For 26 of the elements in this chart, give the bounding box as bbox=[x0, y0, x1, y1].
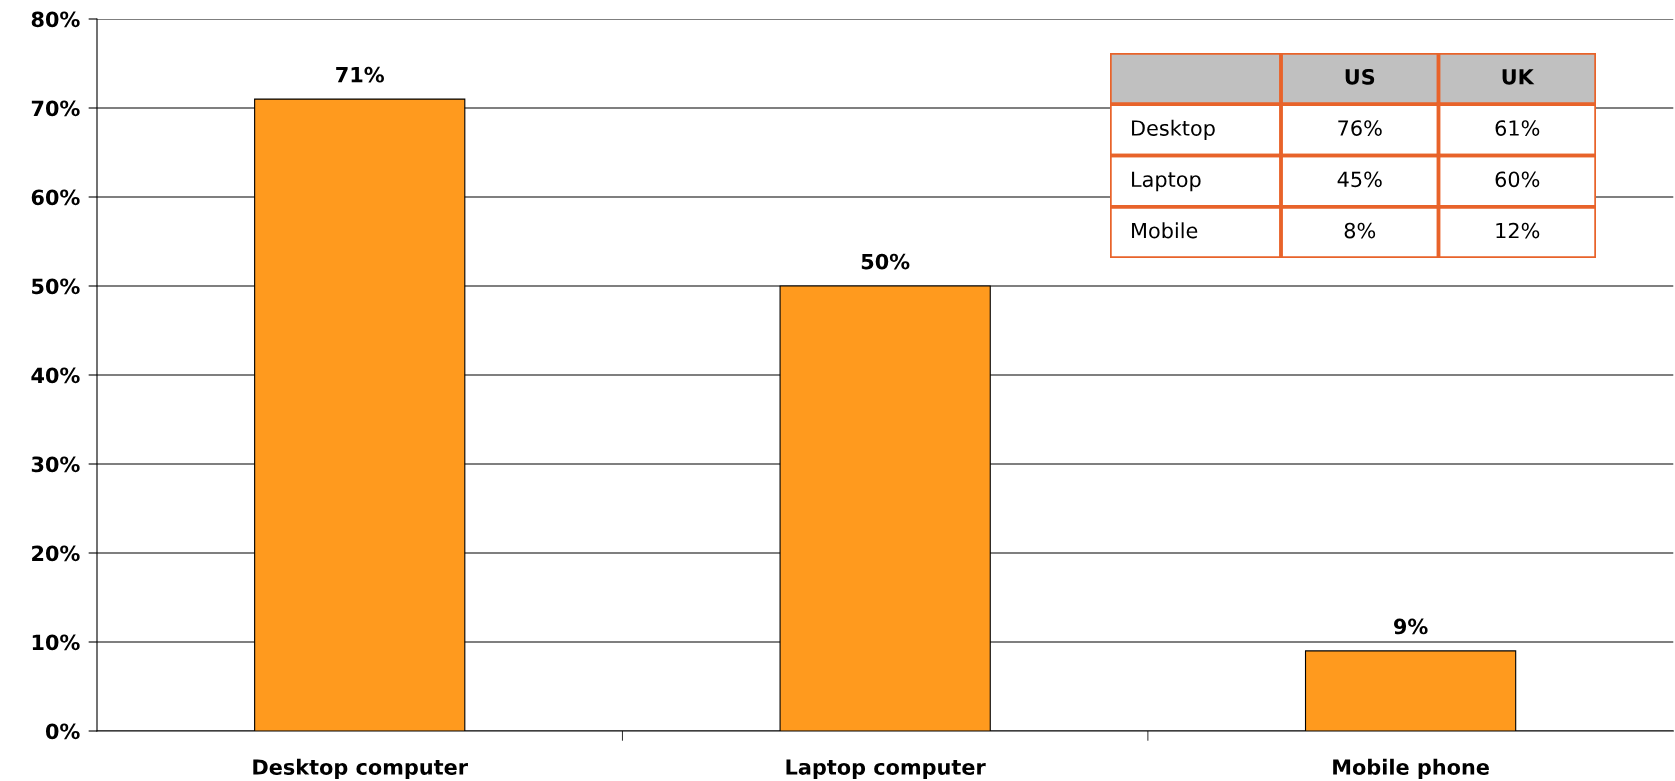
y-tick-label: 30% bbox=[31, 456, 80, 473]
y-tick-label: 0% bbox=[45, 723, 80, 740]
x-tick-label: Laptop computer bbox=[786, 759, 986, 779]
y-tick-label: 60% bbox=[31, 189, 80, 206]
text: 12% bbox=[1496, 222, 1540, 239]
x-tick-label: Desktop computer bbox=[253, 758, 468, 779]
text: 45% bbox=[1337, 171, 1382, 188]
y-tick-label: 80% bbox=[31, 11, 80, 28]
data-label: 9% bbox=[1394, 618, 1428, 635]
text: 61% bbox=[1495, 120, 1540, 136]
category-label: US bbox=[1345, 68, 1375, 85]
y-tick-label: 20% bbox=[32, 545, 80, 562]
data-label: 50% bbox=[861, 253, 910, 270]
category-label: Desktop bbox=[1132, 119, 1215, 140]
data-label: 71% bbox=[336, 66, 384, 83]
x-tick-label: Mobile phone bbox=[1333, 758, 1489, 779]
text: 60% bbox=[1495, 171, 1540, 188]
y-tick-label: 40% bbox=[31, 367, 80, 384]
text: 8% bbox=[1344, 222, 1376, 239]
category-label: Laptop bbox=[1132, 171, 1201, 192]
category-label: UK bbox=[1502, 69, 1535, 85]
category-label: Mobile bbox=[1132, 222, 1198, 239]
y-tick-label: 10% bbox=[32, 634, 80, 651]
y-tick-label: 70% bbox=[31, 100, 80, 117]
text: 76% bbox=[1338, 120, 1382, 136]
y-tick-label: 50% bbox=[32, 278, 80, 295]
